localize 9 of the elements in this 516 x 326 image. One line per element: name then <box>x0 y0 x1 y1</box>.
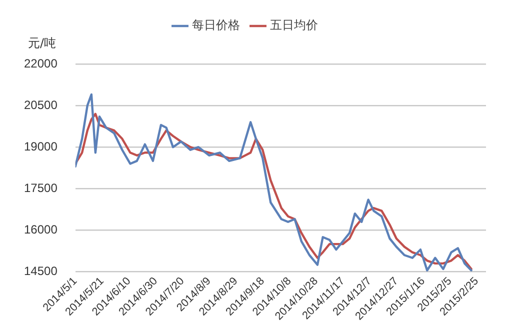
y-tick-label: 20500 <box>24 98 58 112</box>
y-tick-label: 19000 <box>24 139 58 154</box>
y-tick-label: 17500 <box>24 180 58 195</box>
y-tick-label: 22000 <box>24 56 58 70</box>
y-tick-label: 14500 <box>24 264 58 278</box>
legend-label: 五日均价 <box>270 18 318 32</box>
y-axis-title: 元/吨 <box>28 36 56 50</box>
legend-label: 每日价格 <box>192 18 240 32</box>
y-tick-label: 16000 <box>24 222 58 236</box>
